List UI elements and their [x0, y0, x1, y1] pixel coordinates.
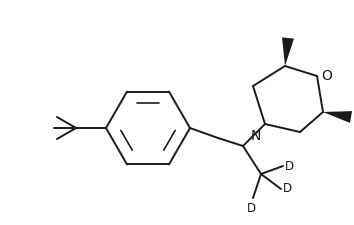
Text: D: D: [285, 160, 294, 173]
Polygon shape: [282, 37, 294, 66]
Polygon shape: [323, 111, 352, 123]
Text: N: N: [251, 129, 261, 143]
Text: D: D: [246, 202, 256, 215]
Text: O: O: [321, 69, 332, 83]
Text: D: D: [283, 182, 292, 196]
